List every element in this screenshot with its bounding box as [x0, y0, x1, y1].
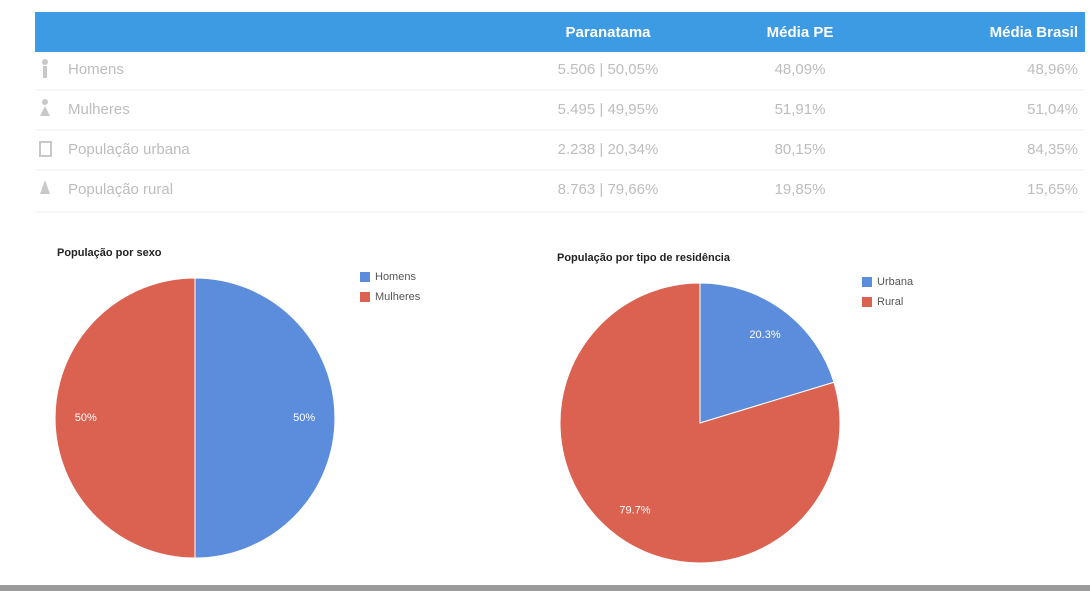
cell: 8.763 | 79,66% — [558, 181, 659, 198]
slice-label: 50% — [75, 412, 97, 424]
cell: 84,35% — [1027, 141, 1078, 158]
cell: 51,04% — [1027, 101, 1078, 118]
legend-swatch — [862, 277, 872, 287]
chart-title: População por sexo — [57, 247, 162, 259]
cell: 80,15% — [775, 141, 826, 158]
legend-label: Urbana — [877, 276, 914, 288]
cell: 51,91% — [775, 101, 826, 118]
cell: 5.506 | 50,05% — [558, 61, 659, 78]
cell: 2.238 | 20,34% — [558, 141, 659, 158]
row-icons — [39, 59, 52, 194]
legend-label: Rural — [877, 296, 903, 308]
legend-label: Mulheres — [375, 291, 421, 303]
column-header: Paranatama — [565, 24, 651, 41]
slice-label: 79.7% — [619, 505, 650, 517]
column-header: Média Brasil — [990, 24, 1078, 41]
slice-label: 20.3% — [749, 329, 780, 341]
legend-swatch — [360, 292, 370, 302]
chart-title: População por tipo de residência — [557, 252, 731, 264]
cell: 48,09% — [775, 61, 826, 78]
cell: 48,96% — [1027, 61, 1078, 78]
pie-slice — [194, 277, 336, 559]
column-header: Média PE — [767, 24, 834, 41]
cell: 19,85% — [775, 181, 826, 198]
legend-swatch — [862, 297, 872, 307]
pie-slice — [699, 282, 835, 424]
row-label: População urbana — [68, 141, 190, 158]
row-label: População rural — [68, 181, 173, 198]
legend-label: Homens — [375, 271, 416, 283]
cell: 15,65% — [1027, 181, 1078, 198]
row-label: Mulheres — [68, 101, 130, 118]
row-dividers — [35, 89, 1085, 213]
pie-slice — [559, 282, 841, 564]
pie-slice — [54, 277, 196, 559]
legend-swatch — [360, 272, 370, 282]
row-label: Homens — [68, 61, 124, 78]
slice-label: 50% — [293, 412, 315, 424]
table-header-bar — [35, 12, 1085, 52]
cell: 5.495 | 49,95% — [558, 101, 659, 118]
